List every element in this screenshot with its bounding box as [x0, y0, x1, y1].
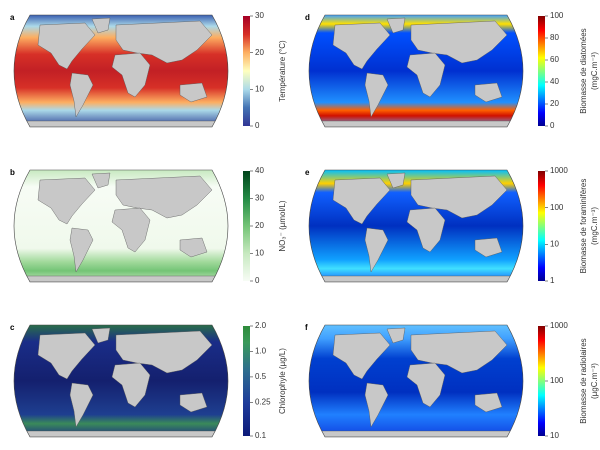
map-area — [309, 325, 523, 437]
map — [13, 169, 229, 283]
colorbar-tick-label: 20 — [255, 221, 264, 230]
map-outline — [308, 169, 524, 283]
panel-letter: a — [10, 13, 15, 22]
panel: a 0 10 20 30 Température (°C) — [10, 11, 287, 130]
map — [13, 324, 229, 438]
colorbar-title: Biomasse de diatomées — [579, 28, 588, 113]
colorbar-title: Température (°C) — [278, 40, 287, 102]
colorbar-tick-label: 2.0 — [255, 321, 267, 330]
colorbar-tick-label: 100 — [550, 203, 564, 212]
colorbar-tick-label: 30 — [255, 11, 264, 20]
panel: e 1 10 100 1000 Biomasse de foraminifères (mgC… — [305, 166, 599, 285]
colorbar-tick-label: 1000 — [550, 166, 568, 175]
panel: c 0.1 0.25 0.5 1.0 2.0 Chlorophyle (µg/L) — [10, 321, 287, 440]
colorbar-tick-label: 80 — [550, 33, 559, 42]
colorbar — [538, 171, 545, 281]
panel-letter: f — [305, 323, 308, 332]
colorbar — [538, 326, 545, 436]
colorbar-tick-label: 20 — [550, 99, 559, 108]
panel-letter: c — [10, 323, 15, 332]
colorbar-title: Biomasse de radiolaires — [579, 338, 588, 423]
colorbar-title: Biomasse de foraminifères — [579, 179, 588, 274]
map-area — [14, 170, 228, 282]
colorbar-tick-label: 1000 — [550, 321, 568, 330]
colorbar-tick-label: 0 — [550, 121, 555, 130]
colorbar-tick-label: 40 — [255, 166, 264, 175]
panel: b 0 10 20 30 40 NO₃⁻ (µmol/L) — [10, 166, 287, 285]
map-outline — [308, 324, 524, 438]
panel: d 0 20 40 60 80 100 Biomasse de diatomées (mgC.m… — [305, 11, 599, 130]
colorbar — [243, 16, 250, 126]
map — [308, 324, 524, 438]
panel: f 10 100 1000 Biomasse de radiolaires (µgC.m⁻… — [305, 321, 599, 440]
map-outline — [13, 169, 229, 283]
colorbar-tick-label: 60 — [550, 55, 559, 64]
colorbar-tick-label: 100 — [550, 11, 564, 20]
colorbar-title: (µgC.m⁻³) — [590, 363, 599, 399]
colorbar-tick-label: 10 — [255, 249, 264, 258]
map — [308, 169, 524, 283]
panel-letter: d — [305, 13, 310, 22]
colorbar-tick-label: 0 — [255, 121, 260, 130]
colorbar-tick-label: 10 — [255, 84, 264, 93]
colorbar-tick-label: 10 — [550, 431, 559, 440]
colorbar-tick-label: 0 — [255, 276, 260, 285]
map-outline — [13, 324, 229, 438]
colorbar-tick-label: 1.0 — [255, 347, 267, 356]
colorbar-tick-label: 0.5 — [255, 372, 267, 381]
map-area — [309, 170, 523, 282]
map — [308, 14, 524, 128]
map-area — [14, 325, 228, 437]
colorbar-tick-label: 100 — [550, 376, 564, 385]
colorbar-title: NO₃⁻ (µmol/L) — [278, 200, 287, 252]
map-area — [309, 15, 523, 127]
colorbar-title: (mgC.m⁻³) — [590, 52, 599, 90]
colorbar-tick-label: 20 — [255, 48, 264, 57]
map-outline — [308, 14, 524, 128]
colorbar-tick-label: 30 — [255, 194, 264, 203]
colorbar — [538, 16, 545, 126]
colorbar-tick-label: 40 — [550, 77, 559, 86]
panel-letter: e — [305, 168, 310, 177]
map — [13, 14, 229, 128]
colorbar — [243, 171, 250, 281]
colorbar-tick-label: 10 — [550, 239, 559, 248]
colorbar-tick-label: 0.25 — [255, 397, 271, 406]
panel-letter: b — [10, 168, 15, 177]
colorbar — [243, 326, 250, 436]
colorbar-title: Chlorophyle (µg/L) — [278, 348, 287, 414]
map-area — [14, 15, 228, 127]
map-outline — [13, 14, 229, 128]
colorbar-tick-label: 0.1 — [255, 431, 267, 440]
colorbar-title: (mgC.m⁻³) — [590, 207, 599, 245]
colorbar-tick-label: 1 — [550, 276, 555, 285]
